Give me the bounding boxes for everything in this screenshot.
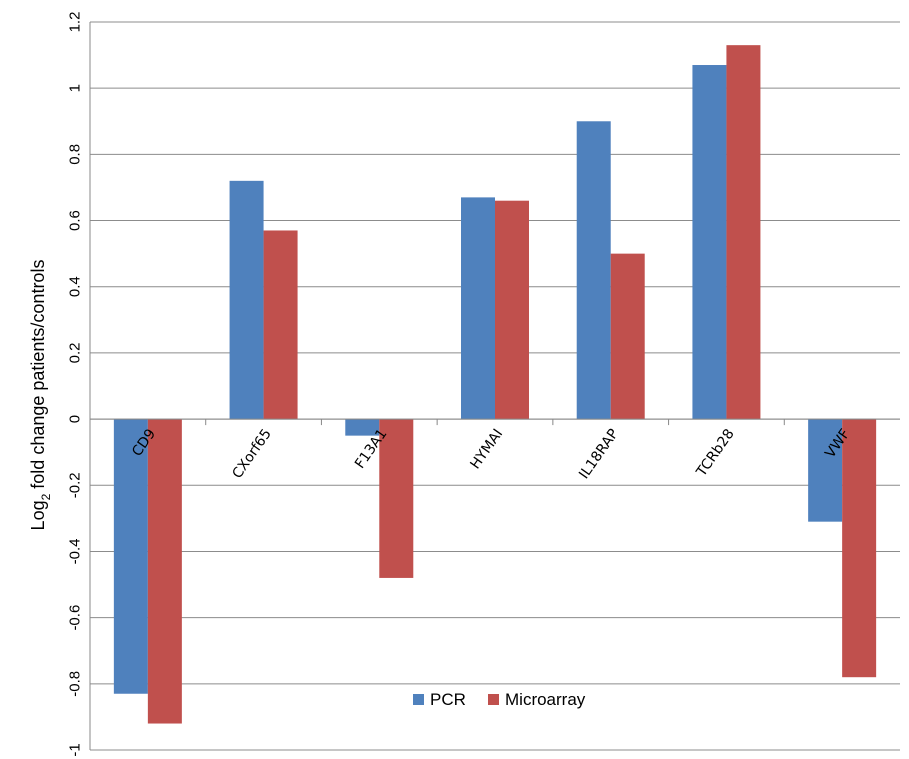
y-tick-label: 0.4 <box>66 276 83 297</box>
y-tick-label: -0.2 <box>66 472 83 498</box>
bar-microarray-f13a1 <box>379 419 414 578</box>
bar-pcr-cxorf65 <box>229 180 264 420</box>
legend-label-pcr: PCR <box>430 690 466 709</box>
bar-pcr-f13a1 <box>345 419 380 436</box>
legend-swatch-microarray <box>488 694 499 705</box>
y-tick-label: 0 <box>66 415 83 423</box>
bar-pcr-vwf <box>808 419 843 522</box>
x-category-label: HYMAI <box>467 426 506 472</box>
y-axis-label: Log2 fold change patients/controls <box>28 260 53 531</box>
y-tick-label: 0.6 <box>66 210 83 231</box>
category-labels: CD9 CXorf65 F13A1 HYMAI IL18RAP TCRb28 VWF <box>89 419 853 482</box>
bar-microarray-cd9 <box>147 419 182 724</box>
y-tick-label: -0.6 <box>66 605 83 631</box>
y-tick-label: 1 <box>66 84 83 92</box>
bar-microarray-vwf <box>842 419 877 678</box>
x-category-label: CXorf65 <box>229 426 274 481</box>
y-tick-label: -0.4 <box>66 539 83 565</box>
legend-swatch-pcr <box>413 694 424 705</box>
y-tick-label: -0.8 <box>66 671 83 697</box>
bar-pcr-tcrb28 <box>692 65 727 420</box>
bar-microarray-il18rap <box>610 253 645 420</box>
bars <box>113 45 877 724</box>
y-tick-label: -1 <box>66 743 83 756</box>
y-tick-label: 1.2 <box>66 12 83 33</box>
y-axis-ticks: 1.2 1 0.8 0.6 0.4 0.2 0 -0.2 -0.4 -0.6 -0.8 -1 <box>66 12 83 757</box>
bar-pcr-hymai <box>461 197 495 420</box>
y-tick-label: 0.8 <box>66 144 83 165</box>
bar-microarray-hymai <box>495 200 529 420</box>
bar-microarray-cxorf65 <box>263 230 298 420</box>
x-category-label: IL18RAP <box>576 426 622 482</box>
legend: PCR Microarray <box>413 690 586 709</box>
x-category-label: TCRb28 <box>693 426 738 480</box>
bar-pcr-cd9 <box>113 419 148 694</box>
legend-label-microarray: Microarray <box>505 690 586 709</box>
bar-pcr-il18rap <box>576 121 611 420</box>
bar-microarray-tcrb28 <box>726 45 761 420</box>
y-tick-label: 0.2 <box>66 342 83 363</box>
